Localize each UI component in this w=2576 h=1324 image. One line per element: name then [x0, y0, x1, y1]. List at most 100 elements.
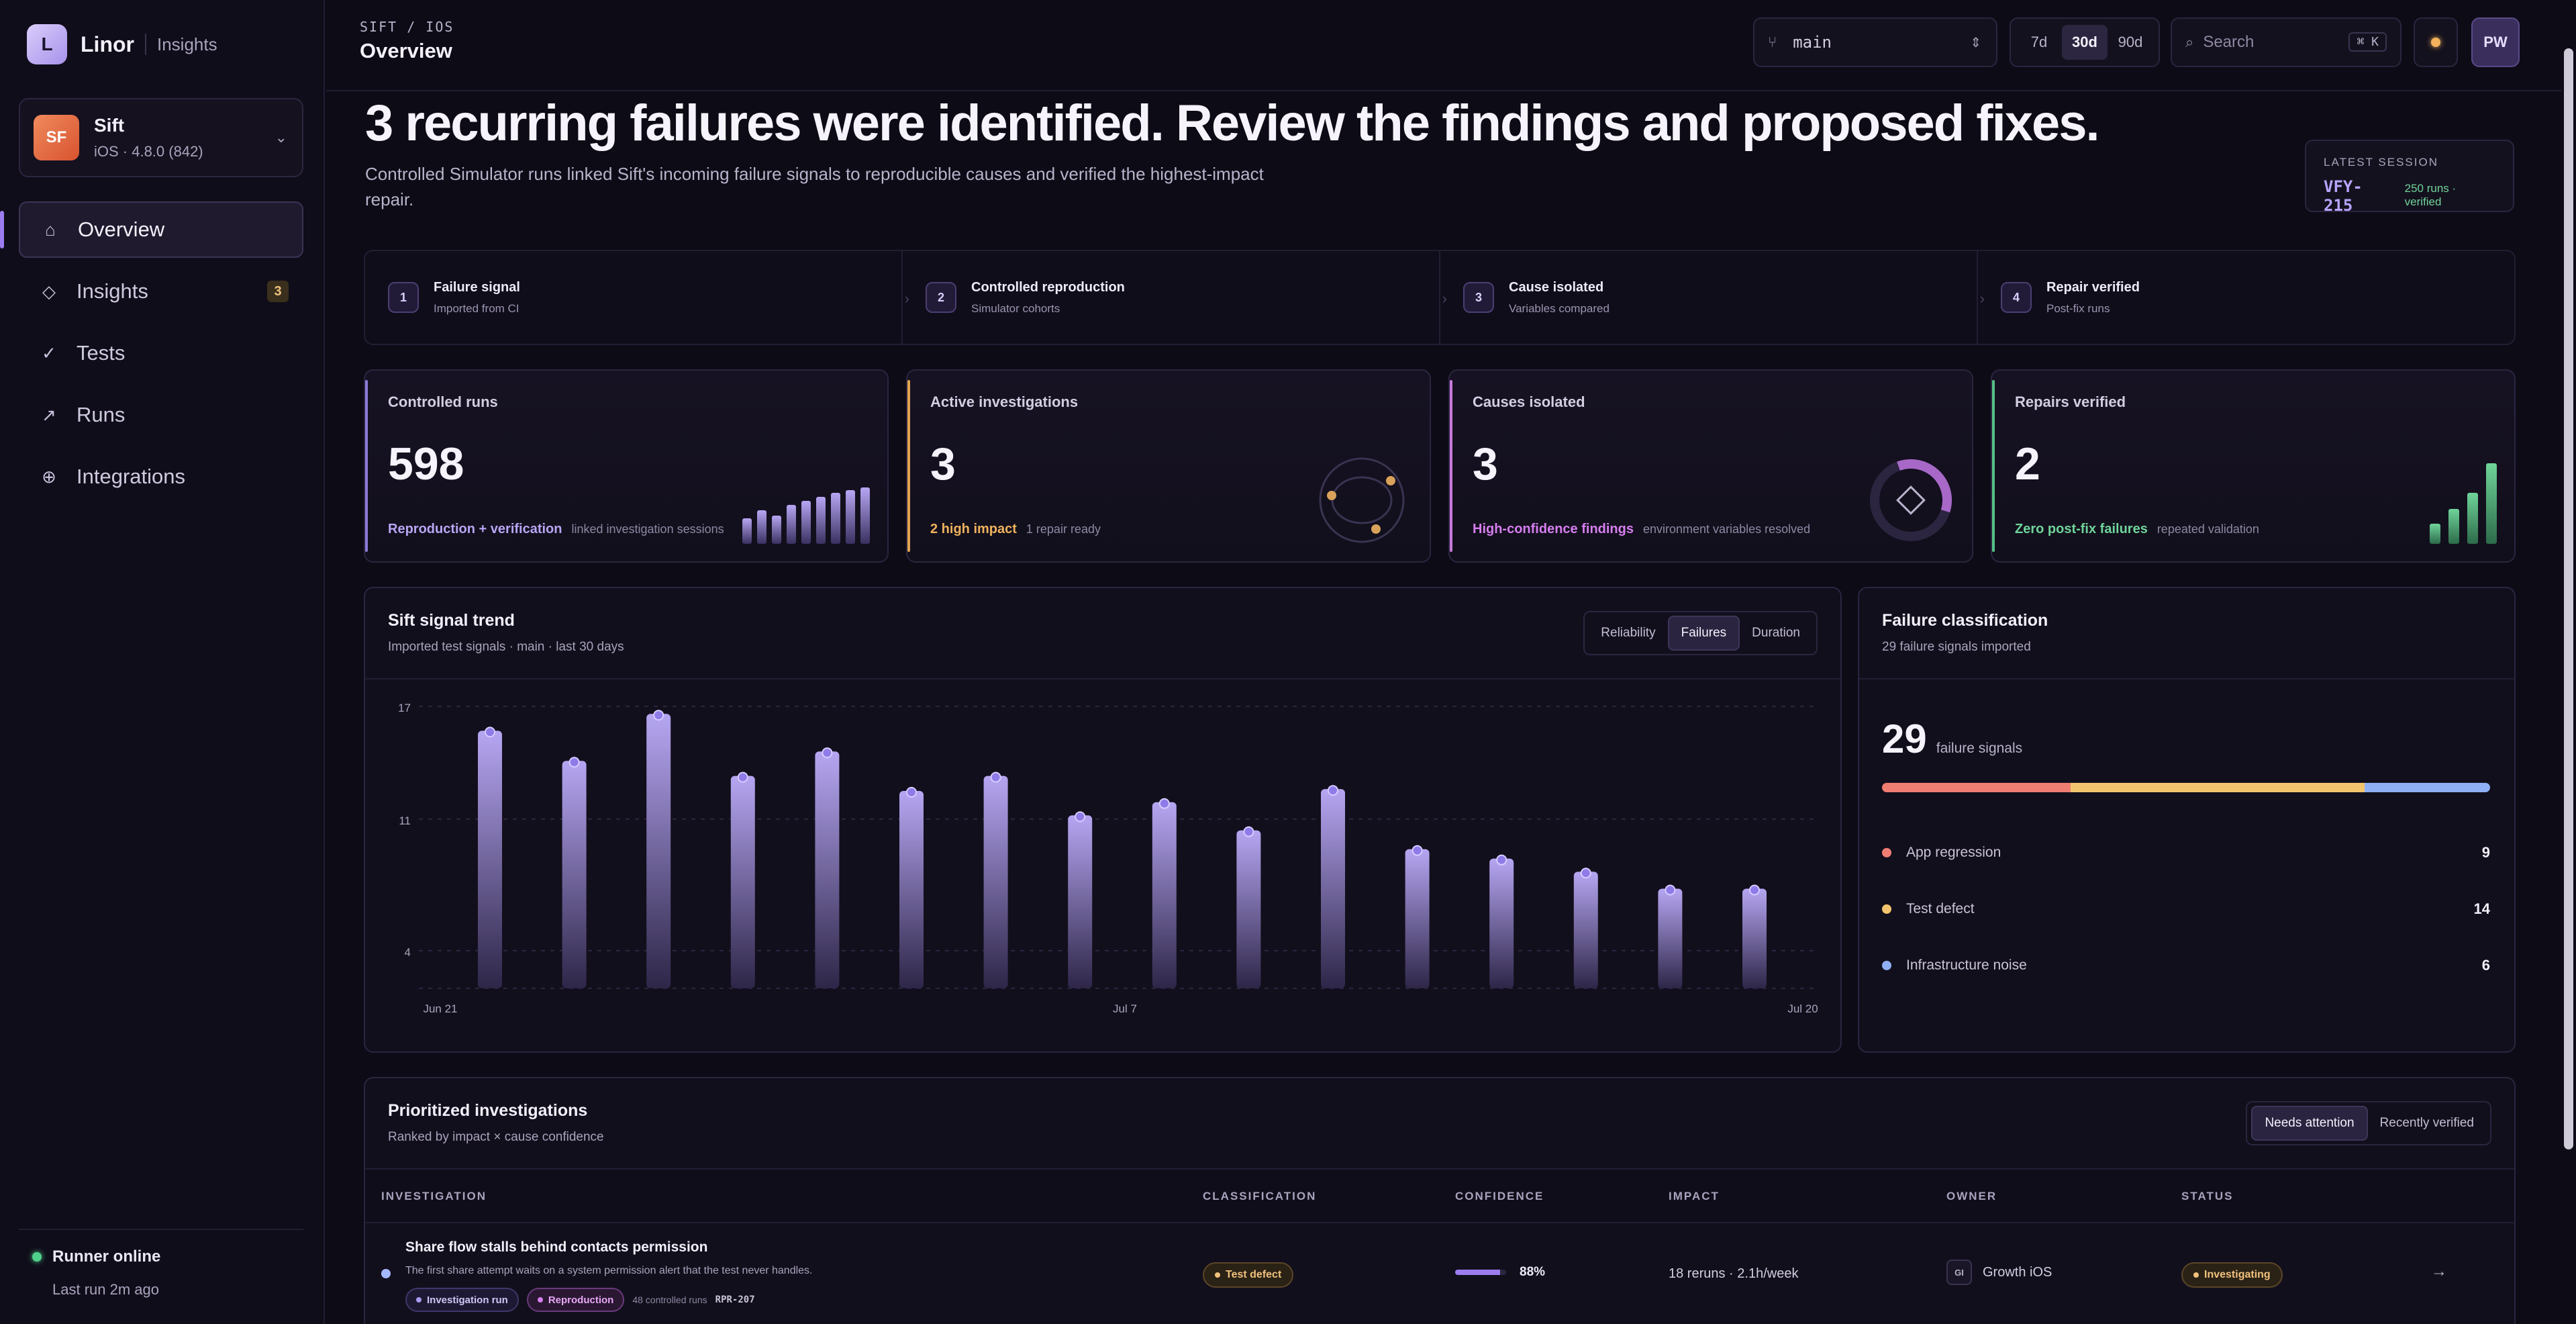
latest-session-card[interactable]: LATEST SESSION VFY-215 250 runs · verifi…	[2305, 140, 2514, 215]
scrollbar-thumb[interactable]	[2564, 48, 2573, 1149]
failure-bar[interactable]	[730, 775, 755, 988]
sidebar-item-runs[interactable]: ↗ Runs	[19, 387, 303, 443]
tag-investigation-run[interactable]: Investigation run	[405, 1288, 519, 1312]
sidebar-item-overview[interactable]: ⌂ Overview	[0, 201, 303, 258]
failure-bar[interactable]	[1152, 802, 1177, 988]
runner-status: Runner online Last run 2m ago	[19, 1229, 303, 1298]
chevron-updown-icon: ⇕	[1970, 35, 1981, 50]
table-row[interactable]: Share flow stalls behind contacts permis…	[365, 1225, 2514, 1324]
kpi-controlled-runs[interactable]: Controlled runs 598 Reproduction + verif…	[364, 369, 889, 563]
signal-trend-panel: Sift signal trend Imported test signals …	[364, 587, 1842, 1053]
failure-bar[interactable]	[1405, 849, 1430, 988]
brand-name: Linor	[81, 32, 134, 56]
failure-bar[interactable]	[1068, 815, 1093, 988]
badge-label: Test defect	[1226, 1269, 1282, 1280]
owner[interactable]: GI Growth iOS	[1946, 1260, 2052, 1285]
bar-cap-marker	[906, 787, 917, 798]
tab-failures[interactable]: Failures	[1667, 616, 1740, 651]
confidence-meter: 88%	[1455, 1265, 1545, 1280]
failure-bar[interactable]	[1573, 871, 1598, 988]
kpi-note: repeated validation	[2157, 522, 2259, 536]
failure-bar[interactable]	[899, 791, 924, 988]
failure-bar[interactable]	[1658, 888, 1683, 988]
column-header[interactable]: CLASSIFICATION	[1203, 1190, 1317, 1202]
failure-bar[interactable]	[983, 775, 1008, 988]
sidebar-item-insights[interactable]: ◇ Insights 3	[19, 263, 303, 320]
range-7d-button[interactable]: 7d	[2030, 34, 2048, 50]
bar-cap-marker	[1665, 884, 1676, 896]
headline: 3 recurring failures were identified. Re…	[365, 95, 2100, 152]
notification-button[interactable]	[2414, 17, 2458, 67]
tab-needs-attention[interactable]: Needs attention	[2251, 1106, 2368, 1141]
app-avatar: SF	[34, 115, 79, 160]
failure-bar[interactable]	[478, 730, 502, 988]
arrow-right-icon[interactable]: →	[2431, 1262, 2447, 1280]
app-switcher[interactable]: SF Sift iOS · 4.8.0 (842) ⌄	[19, 98, 303, 177]
session-id: VFY-215	[2324, 177, 2363, 215]
branch-select[interactable]: ⑂ main ⇕	[1753, 17, 1997, 67]
chevron-right-icon: ›	[1442, 290, 1447, 308]
column-header[interactable]: INVESTIGATION	[381, 1190, 487, 1202]
legend-value: 14	[2473, 900, 2490, 917]
classification-legend: App regression 9 Test defect 14 Infrastr…	[1882, 824, 2490, 994]
diamond-icon: ◇	[42, 281, 56, 301]
check-icon: ✓	[42, 342, 56, 363]
app-name: Sift	[94, 115, 125, 136]
failure-bar[interactable]	[815, 751, 840, 988]
legend-label: Test defect	[1906, 901, 1975, 916]
bar-cap-marker	[1496, 854, 1507, 865]
search-placeholder: Search	[2203, 33, 2255, 51]
column-header[interactable]: CONFIDENCE	[1455, 1190, 1544, 1202]
brand-divider	[144, 34, 146, 55]
kpi-value: 598	[388, 438, 464, 489]
kpi-causes-isolated[interactable]: Causes isolated 3 High-confidence findin…	[1448, 369, 1973, 563]
kpi-repairs-verified[interactable]: Repairs verified 2 Zero post-fix failure…	[1991, 369, 2516, 563]
repairs-bars-icon	[2430, 463, 2497, 544]
column-header[interactable]: STATUS	[2181, 1190, 2234, 1202]
legend-dot	[1882, 848, 1891, 857]
investigation-id[interactable]: RPR-207	[715, 1294, 755, 1305]
chevron-right-icon: ›	[1979, 290, 1985, 308]
column-header[interactable]: OWNER	[1946, 1190, 1997, 1202]
confidence-value: 88%	[1520, 1265, 1546, 1279]
legend-value: 9	[2481, 844, 2490, 861]
sidebar-item-integrations[interactable]: ⊕ Integrations	[19, 448, 303, 505]
sidebar-item-tests[interactable]: ✓ Tests	[19, 325, 303, 381]
insights-count-badge: 3	[267, 281, 289, 302]
kpi-value: 2	[2015, 438, 2040, 489]
stacked-segment	[2364, 783, 2490, 792]
search-input[interactable]: ⌕ Search ⌘ K	[2171, 17, 2401, 67]
tab-duration[interactable]: Duration	[1752, 626, 1800, 640]
failure-bar[interactable]	[1236, 830, 1261, 988]
failure-bar[interactable]	[1742, 888, 1767, 988]
legend-test-defect[interactable]: Test defect 14	[1882, 881, 2490, 937]
kpi-active-investigations[interactable]: Active investigations 3 2 high impact 1 r…	[906, 369, 1431, 563]
plus-circle-icon: ⊕	[42, 466, 56, 487]
kpi-highlight: Reproduction + verification	[388, 522, 562, 536]
range-30d-button[interactable]: 30d	[2062, 25, 2108, 60]
tag-dot-icon	[537, 1297, 543, 1303]
failure-bar[interactable]	[562, 761, 587, 988]
column-header[interactable]: IMPACT	[1669, 1190, 1720, 1202]
tab-recently-verified[interactable]: Recently verified	[2379, 1116, 2474, 1130]
unread-dot-icon	[381, 1269, 391, 1278]
failure-bar[interactable]	[1321, 789, 1345, 988]
classification-stacked-bar	[1882, 783, 2490, 792]
branch-value: main	[1793, 33, 1832, 52]
step-subtitle: Post-fix runs	[2046, 301, 2110, 315]
panel-subtitle: 29 failure signals imported	[1882, 640, 2031, 654]
range-90d-button[interactable]: 90d	[2118, 34, 2143, 50]
owner-name: Growth iOS	[1983, 1264, 2052, 1280]
legend-infrastructure-noise[interactable]: Infrastructure noise 6	[1882, 937, 2490, 994]
brand[interactable]: L Linor Insights	[27, 24, 217, 64]
user-avatar[interactable]: PW	[2471, 17, 2520, 67]
failure-bar[interactable]	[1489, 858, 1514, 988]
step-cause-isolated: 3 Cause isolated Variables compared ›	[1440, 251, 1985, 344]
failure-bar[interactable]	[646, 714, 671, 988]
tab-reliability[interactable]: Reliability	[1601, 626, 1656, 640]
tag-reproduction[interactable]: Reproduction	[526, 1288, 625, 1312]
scrollbar[interactable]	[2561, 0, 2576, 1324]
investigation-title[interactable]: Share flow stalls behind contacts permis…	[405, 1239, 708, 1255]
step-title: Controlled reproduction	[971, 279, 1125, 295]
legend-app-regression[interactable]: App regression 9	[1882, 824, 2490, 881]
